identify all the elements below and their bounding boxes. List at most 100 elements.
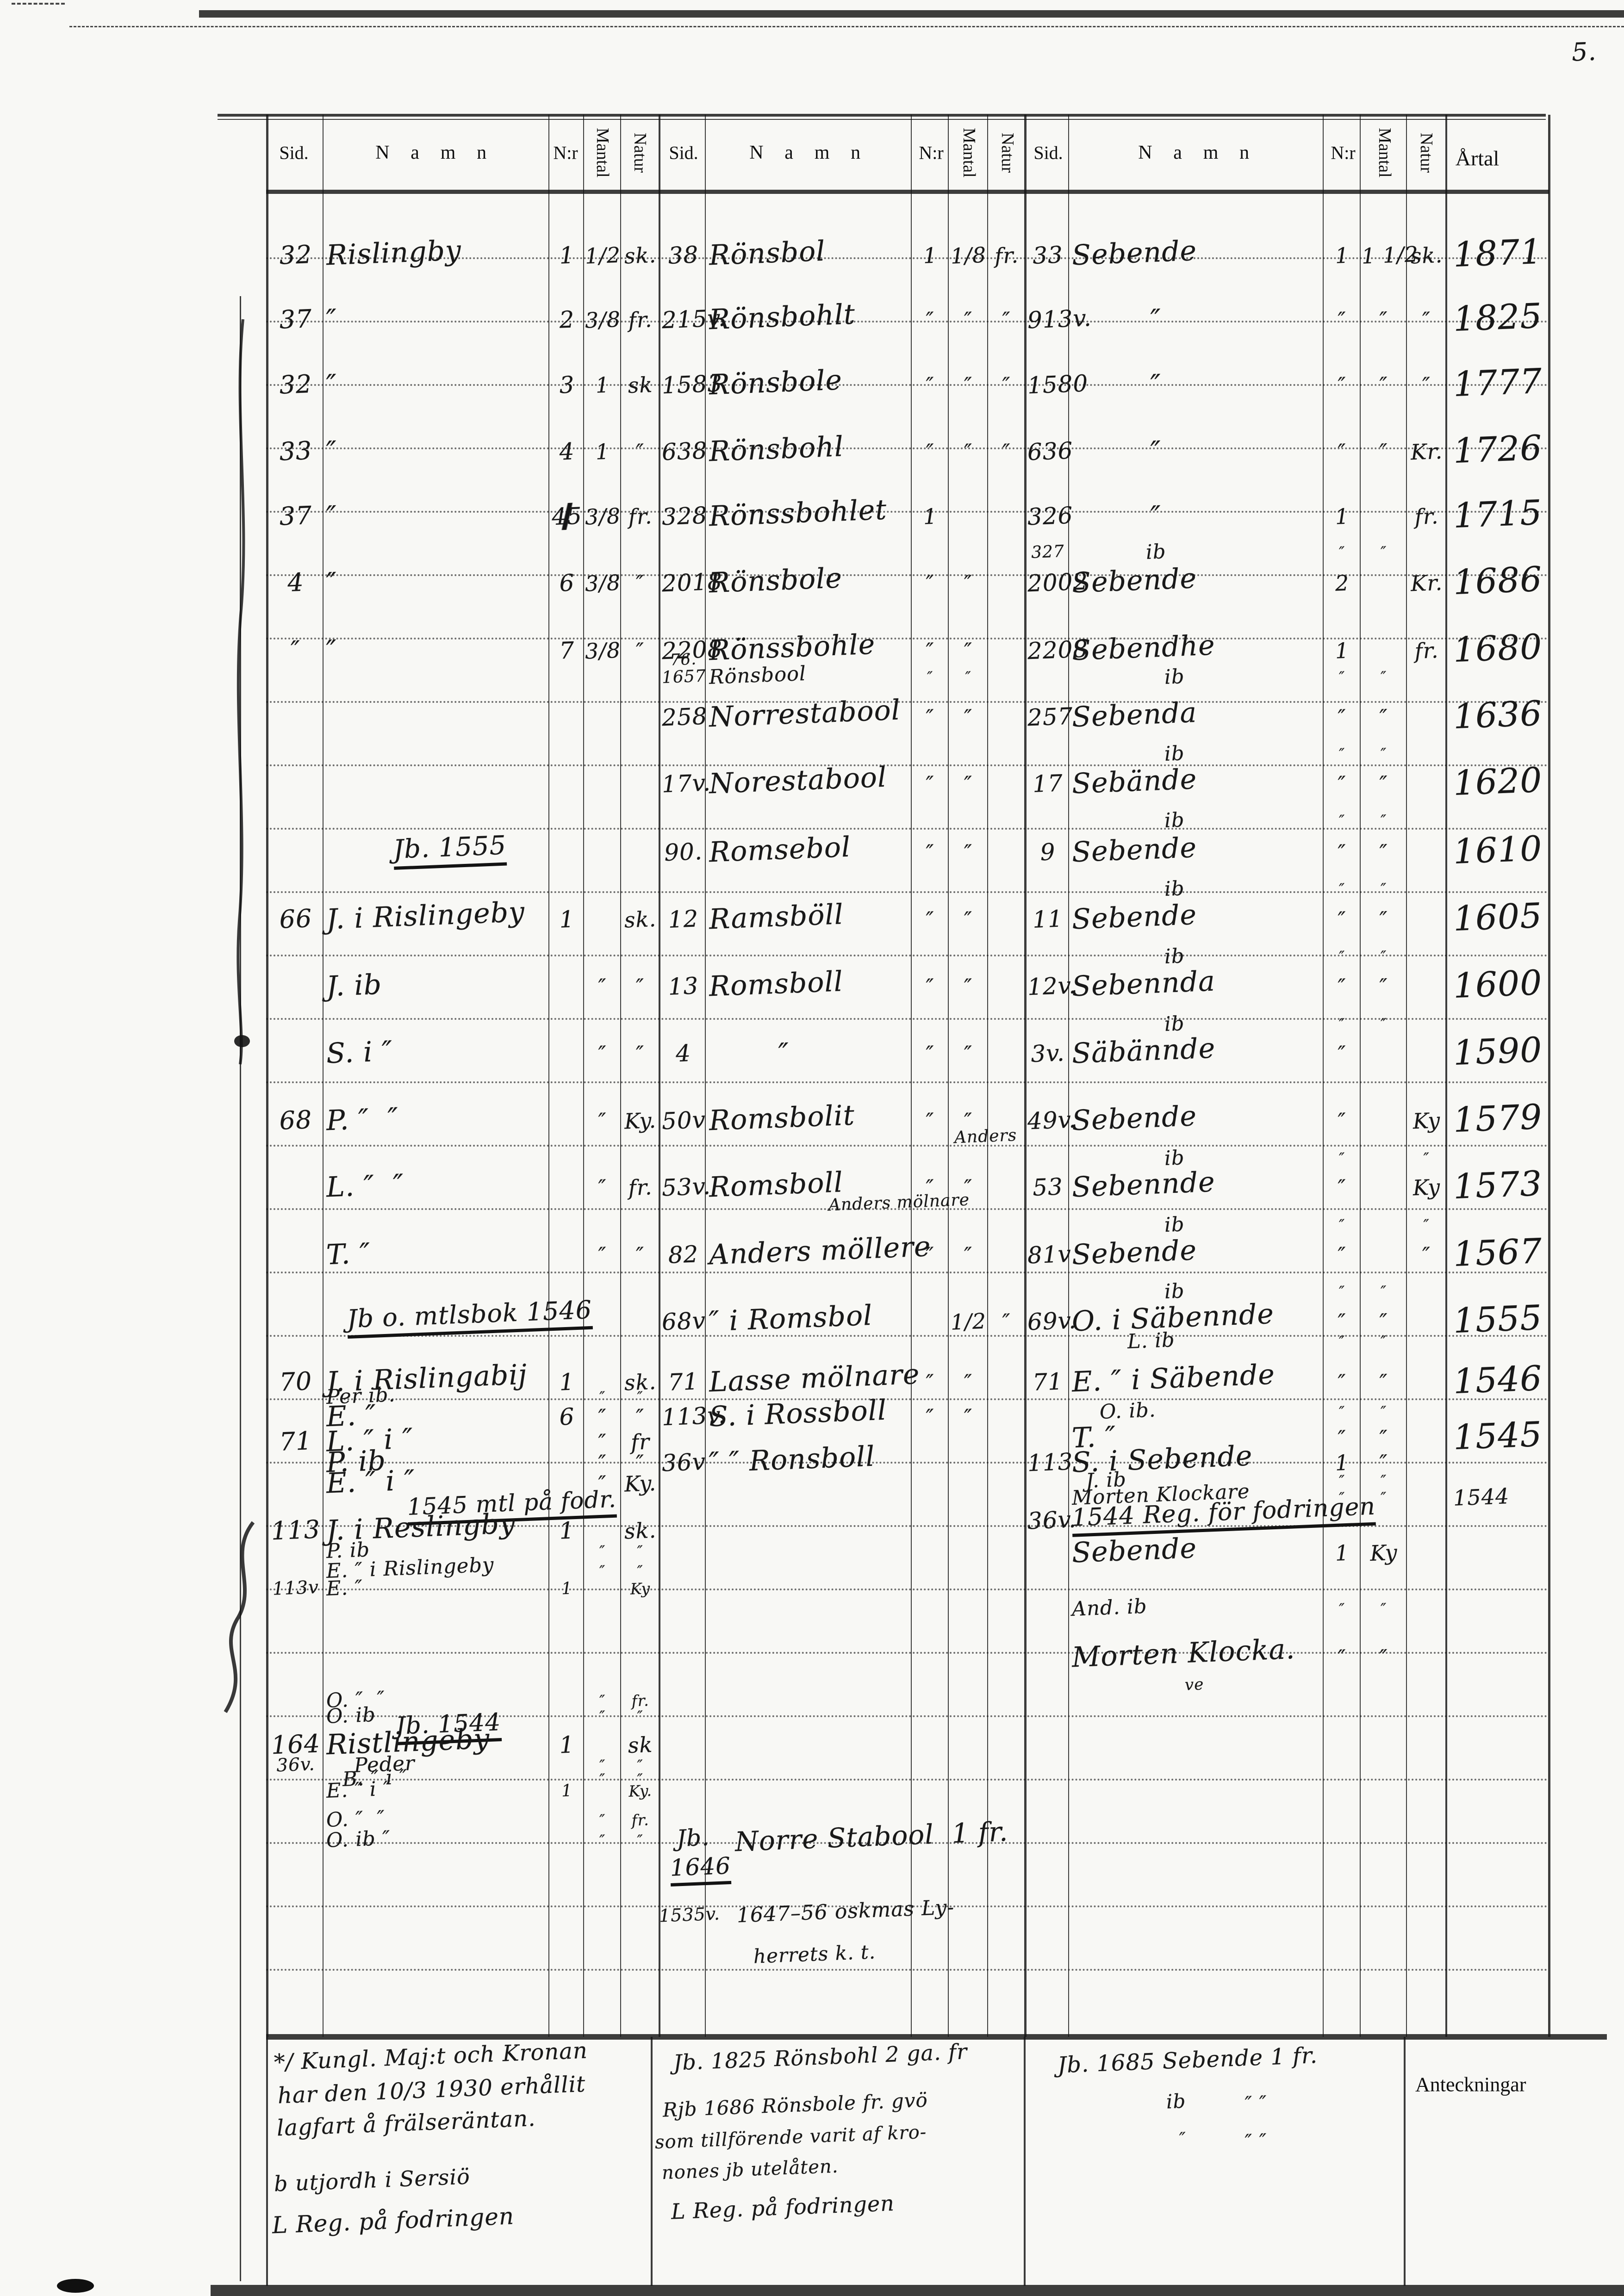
cell-g1t: fr. bbox=[628, 1174, 653, 1201]
header-label-natur: Natur bbox=[630, 132, 650, 173]
header-label-natur: Natur bbox=[998, 132, 1017, 173]
cell-g2m: ″ bbox=[965, 668, 972, 687]
cell-g3t: ″ bbox=[1423, 1216, 1430, 1235]
cell-g2m: ″ bbox=[964, 1404, 973, 1430]
cell-g2s: 1583 bbox=[661, 370, 723, 399]
cell-g3t: sk. bbox=[1410, 242, 1444, 269]
marginal-note: Rjb 1686 Rönsbole fr. gvö bbox=[662, 2088, 928, 2122]
marginal-note: */ Kungl. Maj:t och Kronan bbox=[273, 2037, 588, 2076]
dotted-guide bbox=[266, 1842, 1548, 1844]
cell-g2s: 328 bbox=[661, 502, 708, 531]
dotted-guide bbox=[266, 321, 1548, 323]
cell-g3n: Sebende bbox=[1071, 832, 1198, 869]
cell-g2n: ″ i Romsbol bbox=[708, 1299, 873, 1338]
cell-g2s: 53v. bbox=[661, 1173, 711, 1202]
cell-g2m: ″ bbox=[964, 1369, 973, 1395]
rule-vertical bbox=[323, 115, 324, 2037]
cell-g3r: 1 bbox=[1334, 503, 1350, 529]
cell-g3r: ″ bbox=[1338, 880, 1346, 899]
cell-g3n: ib bbox=[1164, 665, 1185, 689]
header-label-mantal: Mantal bbox=[1375, 128, 1394, 178]
header-label-namn: N a m n bbox=[375, 142, 495, 163]
cell-g1t: ″ bbox=[635, 1404, 645, 1430]
rule-vertical bbox=[651, 2037, 653, 2286]
rule-vertical bbox=[1323, 115, 1324, 2037]
cell-g2r: ″ bbox=[925, 704, 935, 730]
rule-vertical bbox=[659, 115, 660, 2037]
cell-g2s: 1657 bbox=[661, 666, 707, 688]
cell-g1t: Ky. bbox=[623, 1107, 657, 1134]
cell-g2n: Rönsbol bbox=[708, 235, 826, 272]
cell-g1r: 1 bbox=[561, 1579, 573, 1599]
cell-g3m: ″ bbox=[1379, 704, 1389, 730]
cell-g1r: 4 bbox=[559, 438, 575, 465]
cell-g3m: ″ bbox=[1380, 880, 1388, 898]
cell-g2m: ″ bbox=[964, 1041, 973, 1067]
rule-horizontal bbox=[266, 190, 1549, 194]
cell-g3n: Sebende bbox=[1071, 235, 1198, 272]
cell-g1t: ″ bbox=[637, 1707, 644, 1726]
cell-g1m: ″ bbox=[597, 1174, 608, 1200]
marginal-note: har den 10/3 1930 erhållit bbox=[277, 2071, 586, 2109]
cell-g3s: 53 bbox=[1032, 1173, 1064, 1201]
cell-g2n: Norestabool bbox=[708, 761, 888, 800]
cell-g3r: ″ bbox=[1338, 1216, 1346, 1235]
cell-g3n: Sebende bbox=[1071, 1234, 1198, 1272]
cell-g3s: 71 bbox=[1032, 1368, 1064, 1396]
cell-g2s: 36v bbox=[661, 1448, 706, 1477]
cell-g2n: Rönssbohle bbox=[708, 628, 876, 667]
cell-g2s: 82 bbox=[667, 1241, 699, 1269]
marginal-note: ve bbox=[1184, 1675, 1205, 1694]
cell-a: 1610 bbox=[1452, 828, 1543, 872]
cell-g2s: 38 bbox=[667, 241, 699, 269]
dotted-guide bbox=[266, 1145, 1548, 1147]
cell-g3n: ib bbox=[1145, 540, 1167, 564]
cell-g2t: fr. bbox=[994, 242, 1019, 269]
cell-g1s: 113 bbox=[270, 1514, 321, 1546]
cell-g1r: 3 bbox=[559, 371, 575, 399]
cell-g3r: ″ bbox=[1337, 372, 1347, 398]
cell-g3s: 81v bbox=[1027, 1240, 1072, 1269]
cell-a: 1573 bbox=[1452, 1163, 1543, 1207]
cell-g3n: ib bbox=[1164, 1012, 1185, 1036]
cell-g3m: ″ bbox=[1380, 811, 1388, 830]
cell-a: 1726 bbox=[1452, 428, 1543, 472]
cell-g2n: Romsebol bbox=[708, 831, 852, 869]
cell-g3m: ″ bbox=[1379, 1425, 1389, 1451]
cell-g3r: ″ bbox=[1338, 1600, 1346, 1619]
cell-g2n: Anders möllere bbox=[708, 1230, 932, 1272]
cell-g1n: ″ bbox=[325, 634, 338, 667]
cell-g3m: ″ bbox=[1379, 1644, 1389, 1670]
cell-g1r: 7 bbox=[559, 637, 575, 664]
cell-g3s: 12v. bbox=[1027, 972, 1077, 1001]
cell-g3s: 327 bbox=[1031, 542, 1065, 562]
cell-g3r: ″ bbox=[1337, 771, 1347, 797]
cell-g2n: Rönsbool bbox=[709, 662, 807, 689]
cell-g3r: ″ bbox=[1338, 543, 1346, 562]
cell-g2n: Lasse mölnare bbox=[708, 1358, 921, 1399]
header-label-nr: N:r bbox=[553, 142, 578, 163]
rule-vertical bbox=[1024, 115, 1027, 2037]
rule-dashed-horizontal bbox=[12, 3, 65, 5]
cell-g3r: 1 bbox=[1334, 242, 1350, 268]
marginal-note: som tillförende varit af kro- bbox=[654, 2121, 927, 2153]
cell-g1n: J. ib bbox=[325, 968, 383, 1003]
cell-g1t: ″ bbox=[637, 1831, 644, 1850]
cell-g2s: 17v. bbox=[661, 769, 711, 798]
cell-g1m: ″ bbox=[599, 1831, 606, 1850]
cell-g3m: ″ bbox=[1379, 372, 1389, 398]
header-label-namn: N a m n bbox=[749, 142, 869, 163]
cell-g1t: ″ bbox=[635, 974, 645, 999]
dotted-guide bbox=[266, 1272, 1548, 1273]
cell-g2n: Rönsbohl bbox=[708, 430, 845, 468]
cell-g3r: ″ bbox=[1337, 1425, 1347, 1451]
cell-g1s: 113v bbox=[272, 1576, 319, 1600]
cell-a: 1546 bbox=[1452, 1358, 1543, 1402]
cell-a: 1590 bbox=[1452, 1030, 1543, 1074]
cell-g1r: 1 bbox=[559, 1517, 575, 1545]
dotted-guide bbox=[266, 1589, 1548, 1590]
cell-g3m: ″ bbox=[1380, 1282, 1388, 1301]
dotted-guide bbox=[266, 447, 1548, 449]
cell-g3s: 36v. bbox=[1027, 1506, 1077, 1535]
cell-g2s: 258 bbox=[661, 702, 708, 732]
